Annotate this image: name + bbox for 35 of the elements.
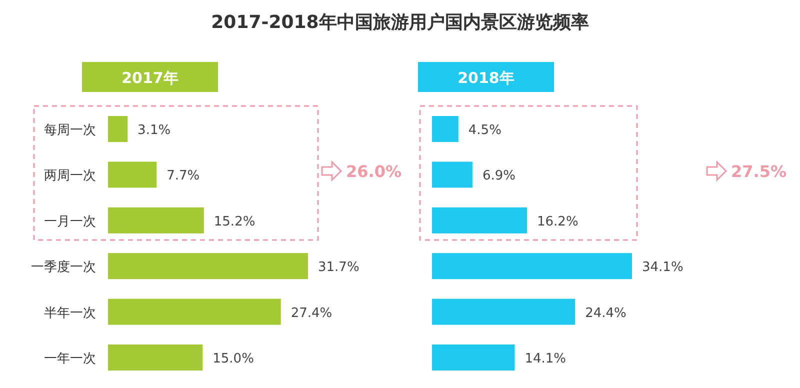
- bar: [432, 207, 528, 234]
- bar: [432, 162, 472, 188]
- bar: [108, 116, 128, 142]
- bar: [108, 344, 203, 370]
- bar: [108, 298, 281, 325]
- data-label: 24.4%: [585, 306, 626, 321]
- data-label: 16.2%: [537, 214, 578, 230]
- bar: [108, 253, 308, 280]
- data-label: 4.5%: [468, 123, 502, 138]
- bar: [108, 207, 204, 234]
- data-label: 7.7%: [166, 168, 200, 184]
- chart-subtitle: 2018年: [458, 69, 514, 87]
- data-label: 3.1%: [138, 123, 171, 138]
- chart-subtitle: 2017年: [122, 69, 178, 87]
- y-tick-label: 两周一次: [44, 168, 96, 184]
- text: 27.5%: [731, 162, 787, 181]
- data-label: 6.9%: [482, 168, 516, 184]
- bar: [432, 298, 576, 325]
- bar: [432, 116, 458, 142]
- text: 26.0%: [346, 162, 402, 181]
- data-label: 31.7%: [318, 260, 360, 276]
- data-label: 15.2%: [214, 214, 256, 230]
- y-tick-label: 一年一次: [44, 352, 96, 366]
- text: 2017-2018年中国旅游用户国内景区游览频率: [211, 12, 589, 33]
- data-label: 15.0%: [212, 352, 254, 366]
- bar: [432, 253, 632, 280]
- data-label: 27.4%: [290, 306, 332, 321]
- bar: [432, 344, 515, 370]
- y-tick-label: 一季度一次: [31, 259, 96, 276]
- data-label: 34.1%: [642, 260, 684, 276]
- y-tick-label: 每周一次: [44, 123, 96, 138]
- data-label: 14.1%: [524, 352, 566, 366]
- y-tick-label: 半年一次: [44, 306, 96, 321]
- y-tick-label: 一月一次: [44, 214, 96, 230]
- bar: [108, 162, 157, 188]
